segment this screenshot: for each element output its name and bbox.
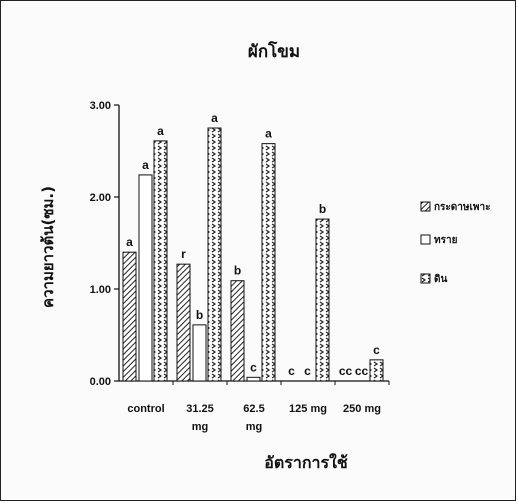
legend-label: กระดาษเพาะ [434, 202, 491, 213]
y-tick-label: 3.00 [90, 100, 111, 112]
significance-letter: cc [339, 364, 353, 378]
significance-letter: c [288, 364, 295, 378]
bar-4-2 [369, 359, 384, 382]
bars [122, 127, 384, 382]
bar-2-2 [261, 143, 276, 382]
x-tick-label: control [127, 403, 164, 415]
legend-swatch [420, 234, 431, 245]
significance-letter: r [181, 247, 186, 261]
y-axis-label: ความยาวต้น(ซม.) [39, 186, 57, 308]
significance-letter: b [319, 202, 326, 216]
y-tick-label: 1.00 [90, 284, 111, 296]
bar-2-1 [246, 376, 261, 382]
y-ticks: 0.00 1.00 2.00 3.00 [90, 100, 119, 388]
x-tick-label: 125 mg [289, 403, 327, 415]
significance-letter: c [304, 364, 311, 378]
significance-letter: b [234, 264, 241, 278]
significance-letter: a [157, 124, 164, 138]
bar-0-0 [122, 251, 137, 382]
significance-letter: c [250, 360, 257, 374]
legend-swatch [420, 273, 431, 284]
x-categories: control 31.25 mg 62.5 mg 125 mg 250 mg [127, 381, 390, 433]
x-tick-label: 31.25 mg [186, 403, 214, 433]
significance-letter: a [126, 235, 133, 249]
significance-letter: a [211, 111, 218, 125]
chart-title: ผักโขม [248, 41, 300, 62]
significance-letter: a [142, 158, 149, 172]
significance-letter: c [373, 343, 380, 357]
x-axis-label: อัตราการใช้ [264, 453, 348, 472]
bar-1-2 [207, 127, 222, 382]
x-tick-label: 62.5 mg [243, 403, 264, 433]
bar-0-1 [138, 174, 153, 382]
legend-swatch [420, 201, 431, 212]
legend-label: ทราย [434, 235, 458, 246]
significance-letter: b [196, 308, 203, 322]
y-tick-label: 2.00 [90, 192, 111, 204]
bar-3-2 [315, 218, 330, 382]
bar-2-0 [230, 280, 245, 382]
y-tick-label: 0.00 [90, 376, 111, 388]
legend-label: ดิน [434, 273, 447, 285]
bar-1-1 [192, 324, 207, 382]
significance-letter: a [265, 127, 272, 141]
bar-1-0 [176, 263, 191, 382]
significance-letter: cc [355, 364, 369, 378]
bar-0-2 [153, 140, 168, 382]
x-tick-label: 250 mg [343, 403, 381, 415]
